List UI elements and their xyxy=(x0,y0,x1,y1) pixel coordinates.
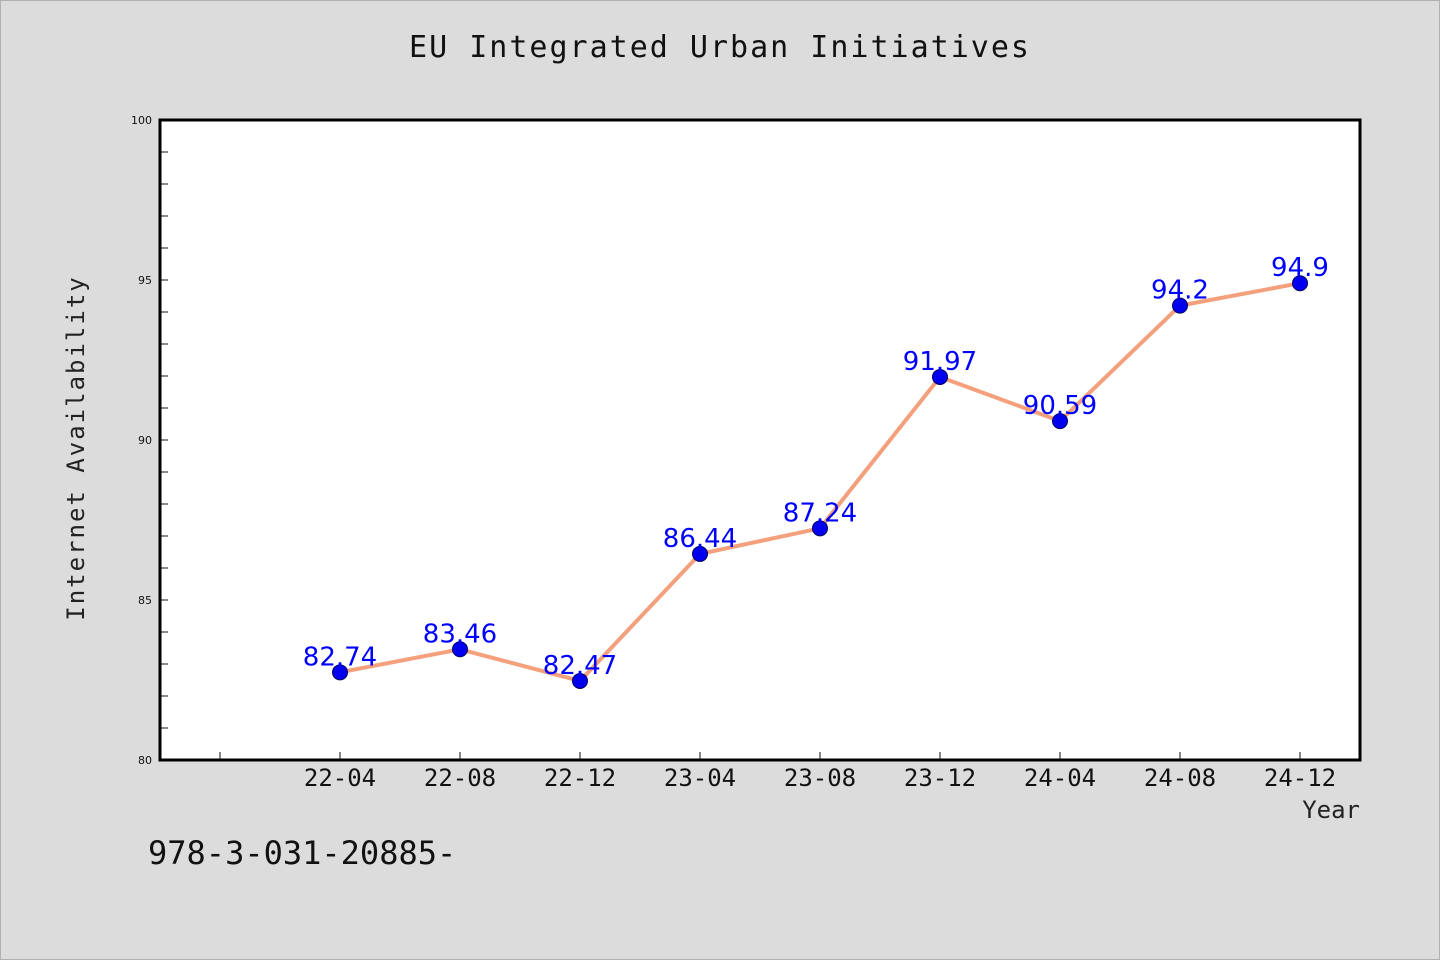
x-tick-label: 23-04 xyxy=(664,764,736,792)
y-tick-label: 95 xyxy=(138,274,152,287)
plot-border xyxy=(158,118,1362,762)
x-tick-label: 22-08 xyxy=(424,764,496,792)
y-tick-label: 80 xyxy=(138,754,152,767)
y-tick-label: 85 xyxy=(138,594,152,607)
x-tick-label: 22-12 xyxy=(544,764,616,792)
x-axis-label: Year xyxy=(1302,796,1360,824)
footer-code: 978-3-031-20885- xyxy=(148,834,457,872)
data-label: 86.44 xyxy=(663,524,737,554)
x-tick-label: 22-04 xyxy=(304,764,376,792)
x-tick-label: 24-12 xyxy=(1264,764,1336,792)
data-point xyxy=(692,545,708,562)
data-point xyxy=(932,368,948,385)
data-point xyxy=(452,641,468,658)
data-label: 82.47 xyxy=(543,651,617,681)
x-tick-label: 24-08 xyxy=(1144,764,1216,792)
data-label: 94.9 xyxy=(1271,253,1329,283)
data-point xyxy=(332,664,348,681)
plot-area xyxy=(160,120,1360,760)
chart-title: EU Integrated Urban Initiatives xyxy=(409,30,1031,65)
data-label: 82.74 xyxy=(303,642,377,672)
data-point xyxy=(1172,297,1188,314)
data-label: 94.2 xyxy=(1151,276,1209,306)
data-label: 90.59 xyxy=(1023,391,1097,421)
data-point xyxy=(1292,275,1308,292)
x-tick-label: 23-12 xyxy=(904,764,976,792)
data-label: 87.24 xyxy=(783,498,857,528)
data-point xyxy=(572,672,588,689)
y-tick-label: 100 xyxy=(131,114,152,127)
y-tick-label: 90 xyxy=(138,434,152,447)
data-label: 83.46 xyxy=(423,619,497,649)
data-point xyxy=(1052,413,1068,430)
x-tick-label: 23-08 xyxy=(784,764,856,792)
data-label: 91.97 xyxy=(903,347,977,377)
x-tick-label: 24-04 xyxy=(1024,764,1096,792)
data-point xyxy=(812,520,828,537)
